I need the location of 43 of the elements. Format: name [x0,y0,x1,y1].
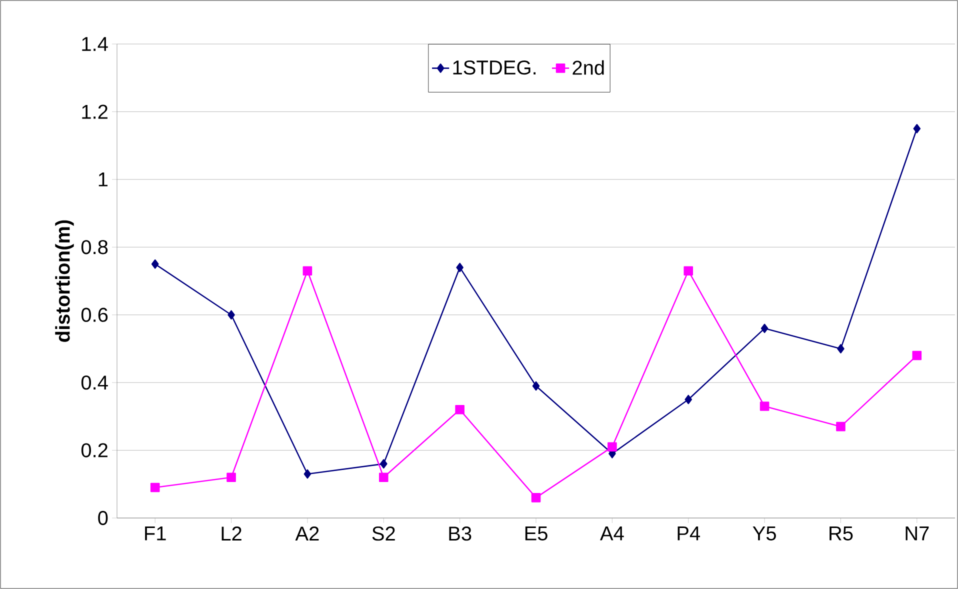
x-tick-label: S2 [372,526,395,541]
point [226,472,236,482]
point [760,324,768,334]
legend-label: 2nd [572,60,604,75]
x-tick-label: L2 [222,526,242,540]
y-tick-label: 0.4 [81,375,108,390]
point [912,350,922,360]
x-tick-label: Y5 [752,526,776,540]
y-tick-label: 1.2 [82,104,108,119]
point [836,422,846,432]
point [228,310,235,320]
y-tick-label: 0.6 [81,308,108,322]
x-tick-label: A2 [295,526,319,540]
point [913,124,921,134]
point [532,381,540,391]
point [684,266,694,276]
point [608,442,617,452]
y-tick-label: 1 [98,172,108,186]
x-tick-label: E5 [525,526,548,540]
y-tick-label: 0.8 [81,240,108,254]
point [456,262,464,272]
point [378,472,388,482]
y-tick-label: 0.2 [81,443,108,458]
point [304,469,312,479]
point [531,493,541,502]
point [684,394,692,404]
point [837,344,844,354]
point [760,402,770,411]
x-tick-label: R5 [830,526,853,540]
legend-label: 1STDEG. [453,60,536,75]
y-tick-label: 0 [98,510,108,526]
point [302,266,312,276]
x-tick-label: N7 [906,526,929,540]
point [150,482,160,492]
point [151,259,159,269]
x-tick-label: P4 [678,526,700,540]
point [455,405,464,414]
y-tick-label: 1.4 [82,37,108,51]
x-tick-label: B3 [449,526,472,541]
y-axis-title: distortion(m) [55,220,74,342]
x-tick-label: F1 [145,526,166,540]
x-tick-label: A4 [600,526,624,540]
point [380,459,388,468]
